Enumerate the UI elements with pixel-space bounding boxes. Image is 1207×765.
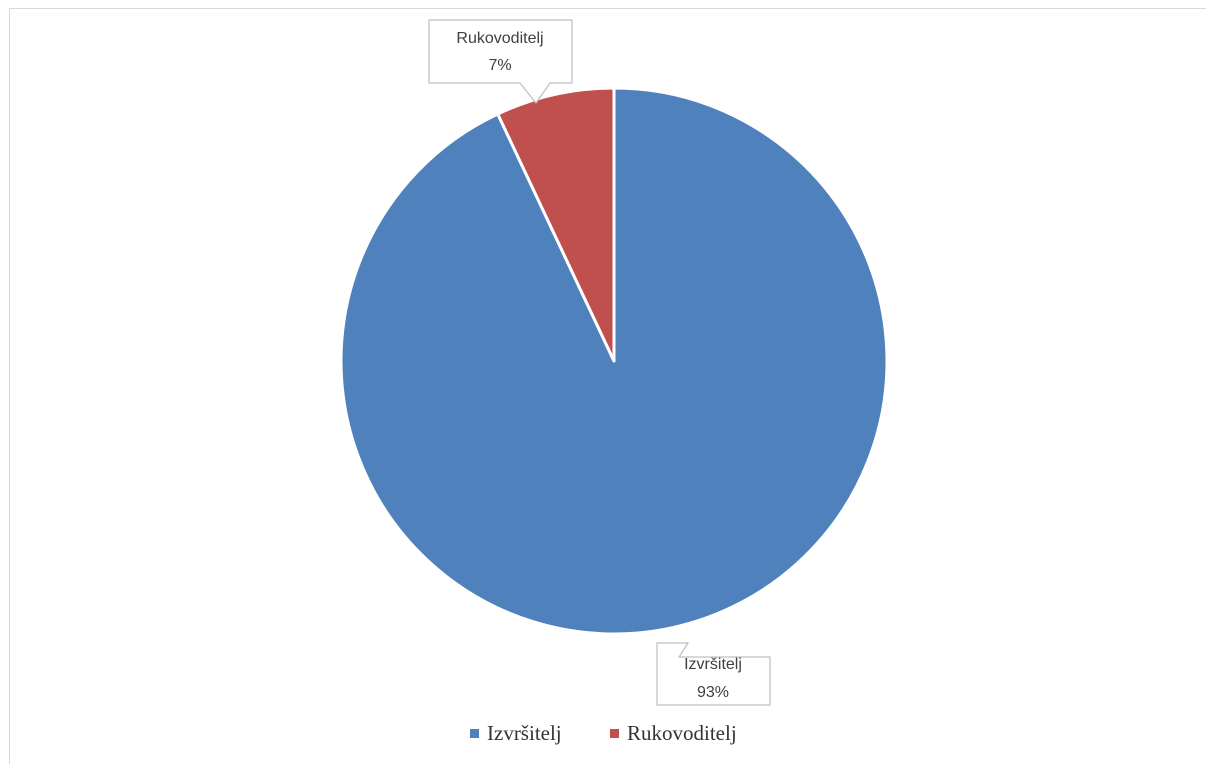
callout-name-rukovoditelj: Rukovoditelj: [456, 30, 543, 47]
callout-percent-rukovoditelj: 7%: [488, 57, 511, 74]
legend: Izvršitelj Rukovoditelj: [470, 721, 737, 745]
legend-swatch-rukovoditelj: [610, 729, 619, 738]
legend-label-izvrsitelj: Izvršitelj: [487, 721, 562, 745]
callout-box-izvrsitelj: [656, 642, 771, 706]
callout-izvrsitelj: Izvršitelj 93%: [656, 642, 771, 706]
legend-label-rukovoditelj: Rukovoditelj: [627, 721, 737, 745]
callout-box-rukovoditelj: [428, 19, 573, 105]
pie-slice-rukovoditelj: [496, 86, 616, 363]
callout-rukovoditelj: Rukovoditelj 7%: [428, 19, 573, 105]
legend-swatch-izvrsitelj: [470, 729, 479, 738]
pie-slices: [339, 86, 889, 636]
callout-percent-izvrsitelj: 93%: [697, 684, 729, 701]
callout-name-izvrsitelj: Izvršitelj: [684, 656, 742, 673]
